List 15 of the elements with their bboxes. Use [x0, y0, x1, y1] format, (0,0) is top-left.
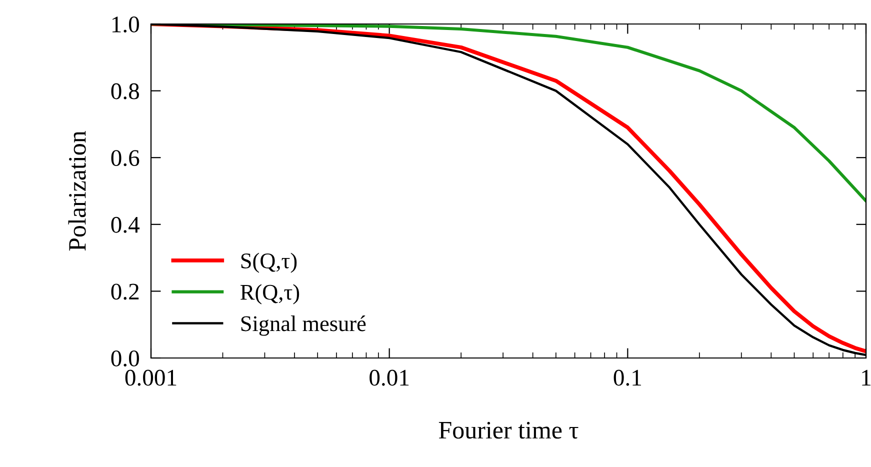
x-tick-label: 0.01 [370, 370, 409, 386]
legend-label: S(Q,τ) [241, 252, 297, 273]
y-tick-label: 0.4 [111, 216, 140, 233]
x-axis-title: Fourier time τ [438, 422, 578, 439]
x-tick-label: 0.001 [125, 370, 176, 386]
legend-label: Signal mesuré [241, 316, 366, 336]
legend-label: R(Q,τ) [240, 284, 300, 304]
y-tick-label: 0.2 [111, 284, 139, 300]
y-tick-label: 1.0 [112, 16, 139, 33]
y-axis-title: Polarization [68, 130, 86, 251]
y-tick-label: 0.8 [111, 83, 139, 100]
y-tick-label: 0.6 [111, 150, 140, 166]
x-tick-label: 1 [862, 370, 870, 386]
y-tick-label: 0.0 [111, 350, 139, 367]
x-tick-label: 0.1 [614, 370, 642, 386]
